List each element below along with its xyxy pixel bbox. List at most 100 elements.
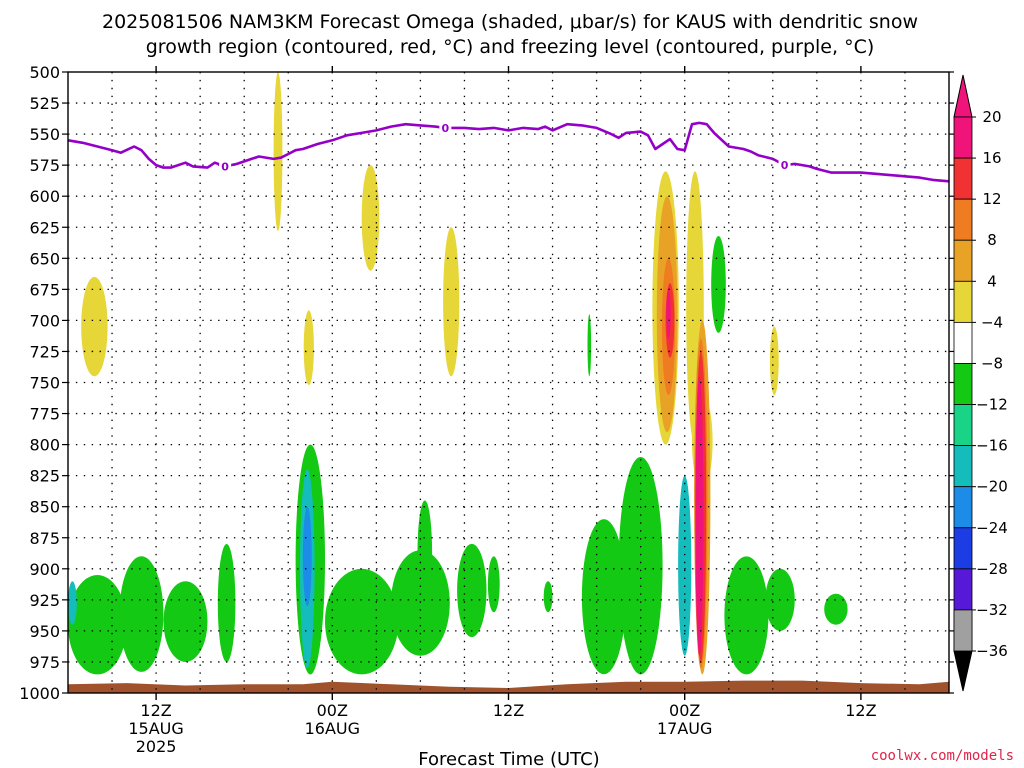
y-tick-label: 950 [29, 622, 60, 641]
omega-region [543, 581, 553, 613]
omega-region [163, 581, 208, 662]
x-tick-label: 00Z [669, 701, 700, 720]
omega-region [68, 581, 77, 625]
y-tick-label: 800 [29, 436, 60, 455]
y-tick-label: 500 [29, 63, 60, 82]
omega-region [587, 314, 592, 377]
freezing-label-mask [778, 158, 791, 173]
y-tick-label: 875 [29, 529, 60, 548]
freezing-label-mask [219, 159, 232, 174]
y-tick-label: 1000 [19, 684, 60, 703]
site-credit: coolwx.com/models [871, 748, 1014, 764]
omega-region [273, 72, 283, 231]
colorbar-segment [953, 486, 973, 529]
omega-region [443, 227, 460, 377]
colorbar-segment [953, 157, 973, 200]
colorbar-label: −12 [976, 396, 1008, 414]
surface-layer [68, 680, 949, 693]
omega-region [417, 500, 433, 607]
colorbar-label: 8 [987, 231, 997, 249]
colorbar: 20 16 12 8 4 −4 −8 −12 −16 −20 −24 −28 −32 −36 [953, 74, 1008, 692]
y-tick-label: 525 [29, 94, 60, 113]
freezing-label-mask [439, 120, 452, 135]
colorbar-label: 20 [982, 108, 1001, 126]
colorbar-label: 16 [982, 149, 1001, 167]
omega-region [618, 457, 663, 675]
freezing-level-contour: 0 0 0 [67, 120, 950, 183]
omega-region [711, 236, 726, 333]
y-tick-label: 650 [29, 249, 60, 268]
colorbar-label: −32 [976, 601, 1008, 619]
omega-region [325, 568, 399, 675]
colorbar-segment [953, 527, 973, 570]
colorbar-segment [953, 198, 973, 241]
y-tick-label: 750 [29, 374, 60, 393]
colorbar-label: −24 [976, 519, 1008, 537]
chart-title-line-2: growth region (contoured, red, °C) and f… [146, 36, 875, 58]
y-tick-label: 775 [29, 405, 60, 424]
colorbar-label: −36 [976, 642, 1008, 660]
omega-region [457, 543, 487, 638]
x-axis-title: Forecast Time (UTC) [418, 749, 599, 768]
omega-region [487, 556, 500, 613]
freezing-level-label: 0 [781, 159, 789, 172]
x-tick-label: 17AUG [657, 719, 712, 738]
colorbar-segment-gray [953, 609, 973, 652]
x-tick-label: 12Z [140, 701, 171, 720]
omega-region [119, 556, 164, 672]
colorbar-label: 12 [982, 190, 1001, 208]
y-tick-label: 825 [29, 467, 60, 486]
x-tick-label: 16AUG [305, 719, 360, 738]
colorbar-segment [953, 116, 973, 159]
omega-region [581, 519, 626, 675]
x-tick-label: 12Z [845, 701, 876, 720]
colorbar-label: −20 [976, 478, 1008, 496]
freezing-level-line [67, 121, 950, 183]
colorbar-label: 4 [987, 272, 997, 290]
colorbar-segment [953, 445, 973, 488]
x-tick-label: 2025 [136, 737, 177, 756]
chart-title-line-1: 2025081506 NAM3KM Forecast Omega (shaded… [102, 11, 918, 33]
freezing-level-label: 0 [221, 160, 229, 173]
y-tick-label: 625 [29, 218, 60, 237]
colorbar-top-arrow [953, 74, 973, 118]
colorbar-label: −8 [981, 354, 1003, 372]
omega-region [391, 550, 450, 656]
omega-region [217, 544, 236, 662]
x-tick-label: 00Z [317, 701, 348, 720]
y-tick-label: 975 [29, 653, 60, 672]
y-tick-label: 900 [29, 560, 60, 579]
omega-region [824, 593, 848, 625]
omega-region [678, 475, 692, 656]
colorbar-label: −4 [981, 313, 1003, 331]
omega-region [666, 289, 671, 340]
y-tick-label: 600 [29, 187, 60, 206]
y-tick-label: 725 [29, 342, 60, 361]
omega-region [302, 506, 312, 607]
y-axis: 500 525 550 575 600 625 650 675 700 725 750 775 800 8… [19, 63, 954, 703]
omega-region [303, 310, 314, 386]
omega-region [81, 276, 108, 377]
x-tick-label: 12Z [493, 701, 524, 720]
colorbar-segment [953, 568, 973, 611]
colorbar-segment [953, 280, 973, 323]
omega-region [769, 326, 779, 395]
colorbar-label: −16 [976, 437, 1008, 455]
y-tick-label: 850 [29, 498, 60, 517]
colorbar-bottom-arrow [953, 650, 973, 692]
y-tick-label: 575 [29, 156, 60, 175]
x-tick-label: 15AUG [128, 719, 183, 738]
freezing-level-label: 0 [442, 122, 450, 135]
y-tick-label: 925 [29, 591, 60, 610]
y-tick-label: 700 [29, 311, 60, 330]
colorbar-label: −28 [976, 560, 1008, 578]
omega-region [361, 165, 380, 271]
omega-region [695, 376, 704, 656]
colorbar-segment [953, 321, 973, 364]
colorbar-segment [953, 404, 973, 447]
omega-region [68, 575, 127, 675]
colorbar-segment [953, 239, 973, 282]
y-tick-label: 550 [29, 125, 60, 144]
